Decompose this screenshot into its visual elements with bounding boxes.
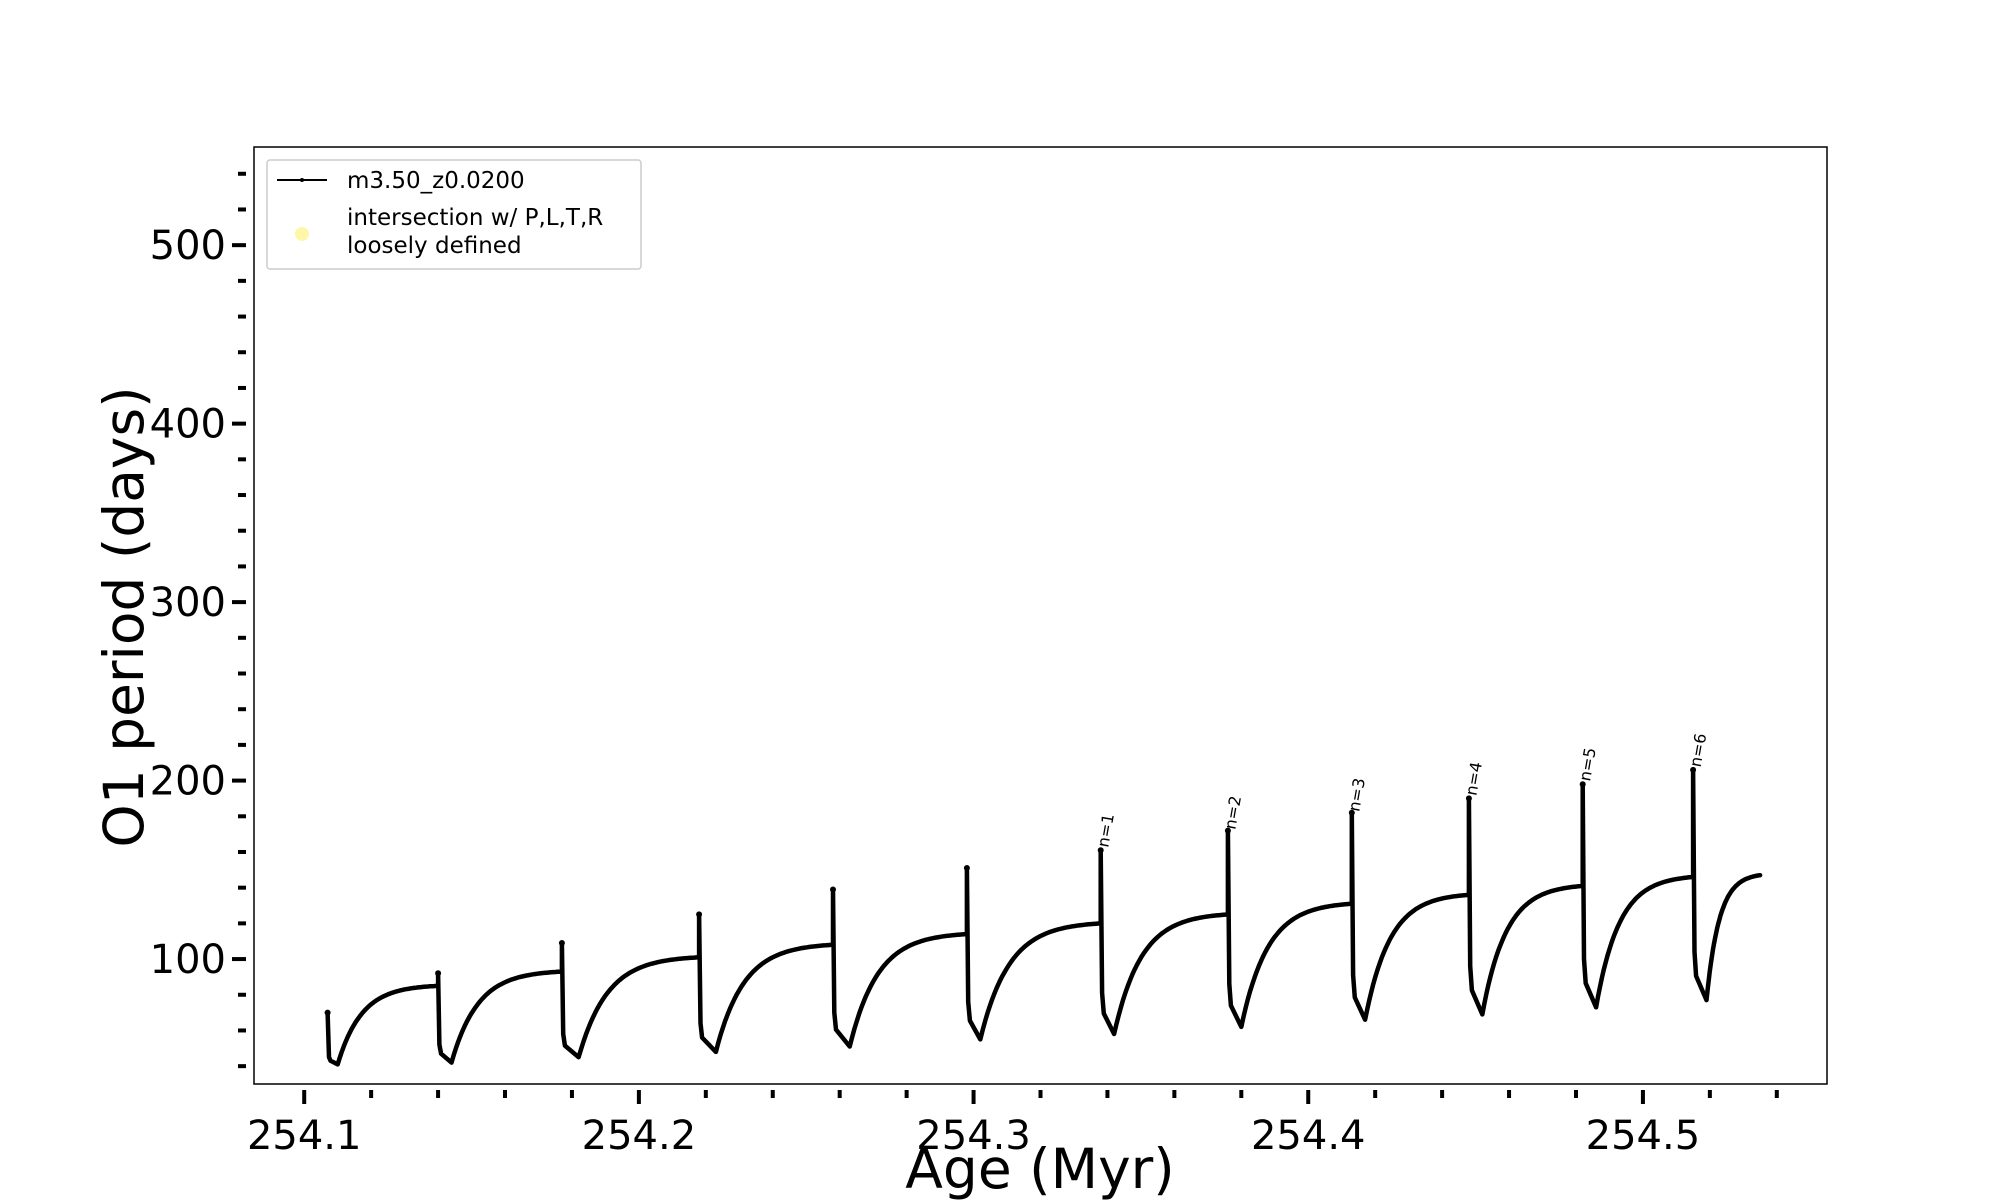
series-peak-point bbox=[435, 970, 442, 977]
series-peak-point bbox=[1465, 795, 1472, 802]
series-peak-point bbox=[558, 940, 565, 946]
legend-line-dot bbox=[300, 178, 304, 182]
x-tick-label: 254.5 bbox=[1586, 1113, 1701, 1159]
series-peak-point bbox=[1224, 827, 1231, 834]
legend-label-intersection-line2: loosely defined bbox=[347, 233, 522, 259]
series-peak-point bbox=[1690, 766, 1697, 773]
y-tick-label: 100 bbox=[150, 937, 226, 983]
axis-ticks: 254.1 254.2 254.3 254.4 254.5 100 200 300 400 500 bbox=[150, 171, 1779, 1159]
legend: m3.50_z0.0200 intersection w/ P,L,T,R lo… bbox=[266, 159, 642, 270]
series-peak-point bbox=[1348, 809, 1355, 816]
x-tick-label: 254.2 bbox=[582, 1113, 697, 1159]
y-tick-label: 500 bbox=[150, 223, 226, 269]
legend-label-series: m3.50_z0.0200 bbox=[347, 168, 525, 194]
series-layer bbox=[324, 766, 1763, 1067]
series-peak-point bbox=[1097, 847, 1104, 854]
x-tick-label: 254.3 bbox=[916, 1113, 1031, 1159]
x-tick-label: 254.4 bbox=[1251, 1113, 1366, 1159]
series-peak-point bbox=[1579, 781, 1586, 788]
y-axis-label: O1 period (days) bbox=[92, 386, 156, 847]
x-tick-label: 254.1 bbox=[247, 1113, 362, 1159]
series-line bbox=[325, 767, 1763, 1067]
x-axis-label: Age (Myr) bbox=[905, 1137, 1174, 1200]
series-peak-point bbox=[963, 865, 970, 871]
series-peak-point bbox=[830, 886, 836, 893]
series-peak-point bbox=[324, 1009, 331, 1016]
series-peak-point bbox=[696, 911, 703, 918]
plot-area-frame bbox=[253, 146, 1828, 1085]
legend-label-intersection-line1: intersection w/ P,L,T,R bbox=[347, 205, 603, 231]
legend-circle-marker bbox=[295, 227, 309, 241]
y-tick-label: 200 bbox=[150, 759, 226, 805]
y-tick-label: 300 bbox=[150, 580, 226, 626]
legend-box bbox=[266, 159, 642, 270]
y-tick-label: 400 bbox=[150, 402, 226, 448]
